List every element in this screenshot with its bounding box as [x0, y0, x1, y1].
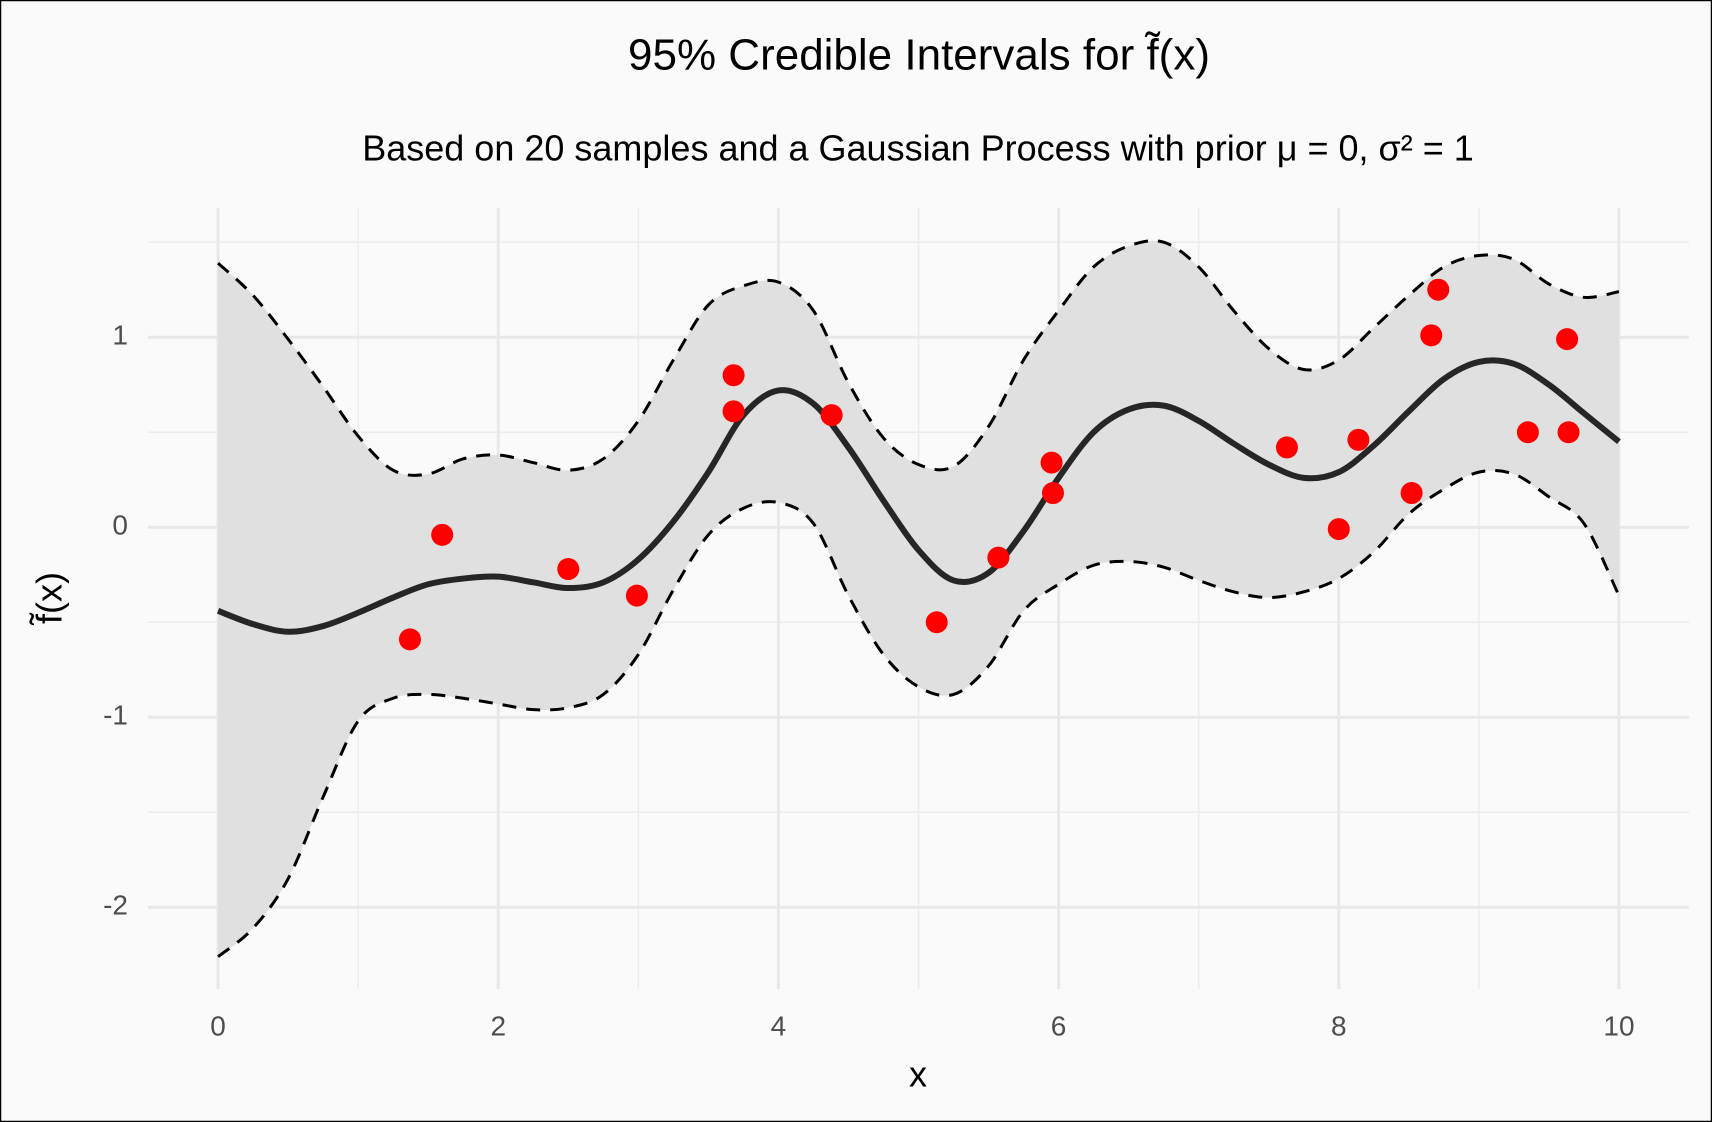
chart-title: 95% Credible Intervals for f̃(x): [628, 30, 1210, 79]
data-point: [398, 628, 421, 651]
x-axis-label: x: [909, 1054, 927, 1095]
data-point: [722, 400, 745, 423]
y-tick-label: 0: [112, 510, 128, 541]
data-point: [987, 546, 1010, 569]
data-point: [1400, 482, 1423, 505]
mean-line: [216, 357, 1621, 635]
x-tick-label: 2: [490, 1010, 506, 1041]
y-tick-label: 1: [112, 320, 128, 351]
data-point: [1040, 451, 1063, 474]
upper-bound-line: [217, 239, 1620, 477]
chart-subtitle: Based on 20 samples and a Gaussian Proce…: [362, 128, 1474, 169]
data-point: [1275, 436, 1298, 459]
data-point: [820, 404, 843, 427]
data-point: [557, 558, 580, 581]
x-tick-label: 6: [1051, 1010, 1067, 1041]
data-point: [1556, 328, 1579, 351]
data-point: [1347, 428, 1370, 451]
y-tick-label: -2: [103, 890, 128, 921]
x-tick-label: 8: [1331, 1010, 1347, 1041]
x-tick-label: 10: [1603, 1010, 1634, 1041]
y-axis-label: f̃(x): [29, 572, 70, 626]
x-tick-label: 4: [771, 1010, 787, 1041]
credible-band: [218, 240, 1619, 957]
data-point: [1420, 324, 1443, 347]
data-point: [1327, 518, 1350, 541]
lower-bound-line: [217, 469, 1621, 958]
data-point: [431, 523, 454, 546]
data-point: [925, 611, 948, 634]
data-point: [1516, 421, 1539, 444]
data-point: [1557, 421, 1580, 444]
data-point: [1427, 278, 1450, 301]
data-point: [1041, 482, 1064, 505]
x-tick-label: 0: [210, 1010, 226, 1041]
data-point: [722, 364, 745, 387]
data-point: [625, 584, 648, 607]
y-tick-label: -1: [103, 700, 128, 731]
